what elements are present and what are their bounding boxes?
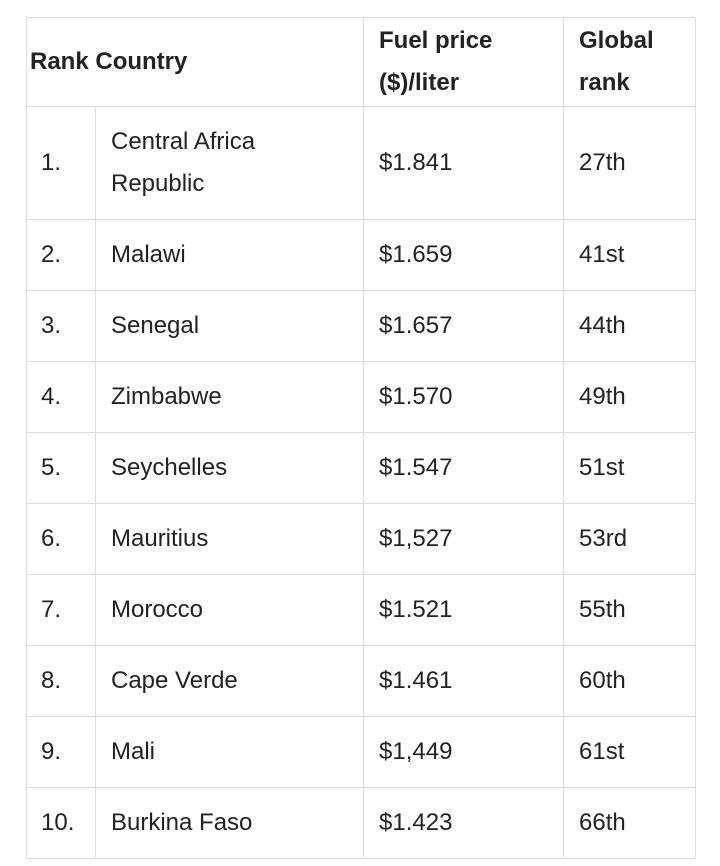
table-row: 3. Senegal $1.657 44th (26, 290, 697, 362)
table-row: 5. Seychelles $1.547 51st (26, 432, 697, 504)
rank-cell: 4. (26, 361, 96, 433)
table-body: 1. Central Africa Republic $1.841 27th 2. Mal… (26, 106, 697, 859)
fuel-price-cell: $1.521 (363, 574, 565, 646)
table-row: 10. Burkina Faso $1.423 66th (26, 787, 697, 859)
header-cell: Global rank (563, 17, 697, 107)
fuel-price-cell: $1.841 (363, 106, 565, 220)
rank-cell: 10. (26, 787, 96, 859)
country-cell: Cape Verde (94, 645, 365, 717)
rank-cell: 1. (26, 106, 96, 220)
header-text: Rank (30, 48, 89, 75)
rank-cell: 2. (26, 219, 96, 291)
rank-cell: 5. (26, 432, 96, 504)
country-cell: Zimbabwe (94, 361, 365, 433)
global-rank-cell: 44th (563, 290, 697, 362)
rank-cell: 6. (26, 503, 96, 575)
country-cell: Central Africa Republic (94, 106, 365, 220)
global-rank-cell: 53rd (563, 503, 697, 575)
table-row: 7. Morocco $1.521 55th (26, 574, 697, 646)
table-row: 6. Mauritius $1,527 53rd (26, 503, 697, 575)
rank-cell: 9. (26, 716, 96, 788)
header-row: Rank Country Fuel price ($)/liter Global… (25, 17, 697, 107)
fuel-price-cell: $1.461 (363, 645, 565, 717)
global-rank-cell: 60th (563, 645, 697, 717)
header-cell: Rank Country (25, 17, 365, 107)
global-rank-cell: 51st (563, 432, 697, 504)
rank-cell: 7. (26, 574, 96, 646)
header-text: Global rank (579, 27, 654, 96)
header-cell: Fuel price ($)/liter (363, 17, 565, 107)
table-row: 9. Mali $1,449 61st (26, 716, 697, 788)
country-cell: Morocco (94, 574, 365, 646)
table-row: 1. Central Africa Republic $1.841 27th (26, 106, 697, 220)
country-cell: Mali (94, 716, 365, 788)
table-row: 2. Malawi $1.659 41st (26, 219, 697, 291)
rank-cell: 3. (26, 290, 96, 362)
rank-cell: 8. (26, 645, 96, 717)
header-text: Country (95, 48, 188, 75)
table-header: Rank Country Fuel price ($)/liter Global… (25, 17, 697, 107)
fuel-price-cell: $1.547 (363, 432, 565, 504)
fuel-price-cell: $1,527 (363, 503, 565, 575)
country-cell: Malawi (94, 219, 365, 291)
table-row: 8. Cape Verde $1.461 60th (26, 645, 697, 717)
fuel-price-table: Rank Country Fuel price ($)/liter Global… (25, 17, 697, 859)
country-cell: Mauritius (94, 503, 365, 575)
fuel-price-cell: $1.423 (363, 787, 565, 859)
country-cell: Burkina Faso (94, 787, 365, 859)
fuel-price-cell: $1.657 (363, 290, 565, 362)
fuel-price-cell: $1.570 (363, 361, 565, 433)
global-rank-cell: 66th (563, 787, 697, 859)
country-cell: Seychelles (94, 432, 365, 504)
global-rank-cell: 41st (563, 219, 697, 291)
header-text: Fuel price ($)/liter (379, 27, 493, 96)
table-row: 4. Zimbabwe $1.570 49th (26, 361, 697, 433)
global-rank-cell: 61st (563, 716, 697, 788)
global-rank-cell: 49th (563, 361, 697, 433)
global-rank-cell: 55th (563, 574, 697, 646)
fuel-price-cell: $1,449 (363, 716, 565, 788)
global-rank-cell: 27th (563, 106, 697, 220)
country-cell: Senegal (94, 290, 365, 362)
fuel-price-cell: $1.659 (363, 219, 565, 291)
